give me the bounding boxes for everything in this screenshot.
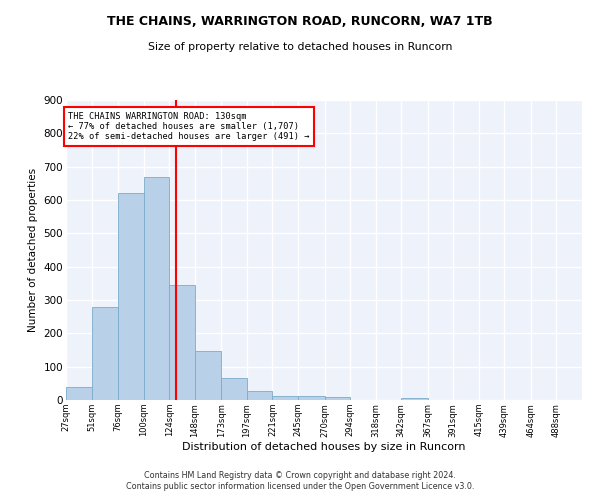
Text: THE CHAINS WARRINGTON ROAD: 130sqm
← 77% of detached houses are smaller (1,707)
: THE CHAINS WARRINGTON ROAD: 130sqm ← 77%… xyxy=(68,112,310,142)
Bar xyxy=(92,308,118,400)
Text: THE CHAINS, WARRINGTON ROAD, RUNCORN, WA7 1TB: THE CHAINS, WARRINGTON ROAD, RUNCORN, WA… xyxy=(107,15,493,28)
Bar xyxy=(66,386,92,400)
Bar xyxy=(118,192,143,400)
Bar xyxy=(298,396,325,400)
Text: Contains HM Land Registry data © Crown copyright and database right 2024.: Contains HM Land Registry data © Crown c… xyxy=(144,471,456,480)
Bar xyxy=(247,390,272,400)
Bar xyxy=(401,398,428,400)
X-axis label: Distribution of detached houses by size in Runcorn: Distribution of detached houses by size … xyxy=(182,442,466,452)
Text: Size of property relative to detached houses in Runcorn: Size of property relative to detached ho… xyxy=(148,42,452,52)
Y-axis label: Number of detached properties: Number of detached properties xyxy=(28,168,38,332)
Bar xyxy=(221,378,247,400)
Bar xyxy=(325,398,350,400)
Bar xyxy=(195,352,221,400)
Bar xyxy=(272,396,298,400)
Text: Contains public sector information licensed under the Open Government Licence v3: Contains public sector information licen… xyxy=(126,482,474,491)
Bar xyxy=(169,285,195,400)
Bar xyxy=(143,178,169,400)
